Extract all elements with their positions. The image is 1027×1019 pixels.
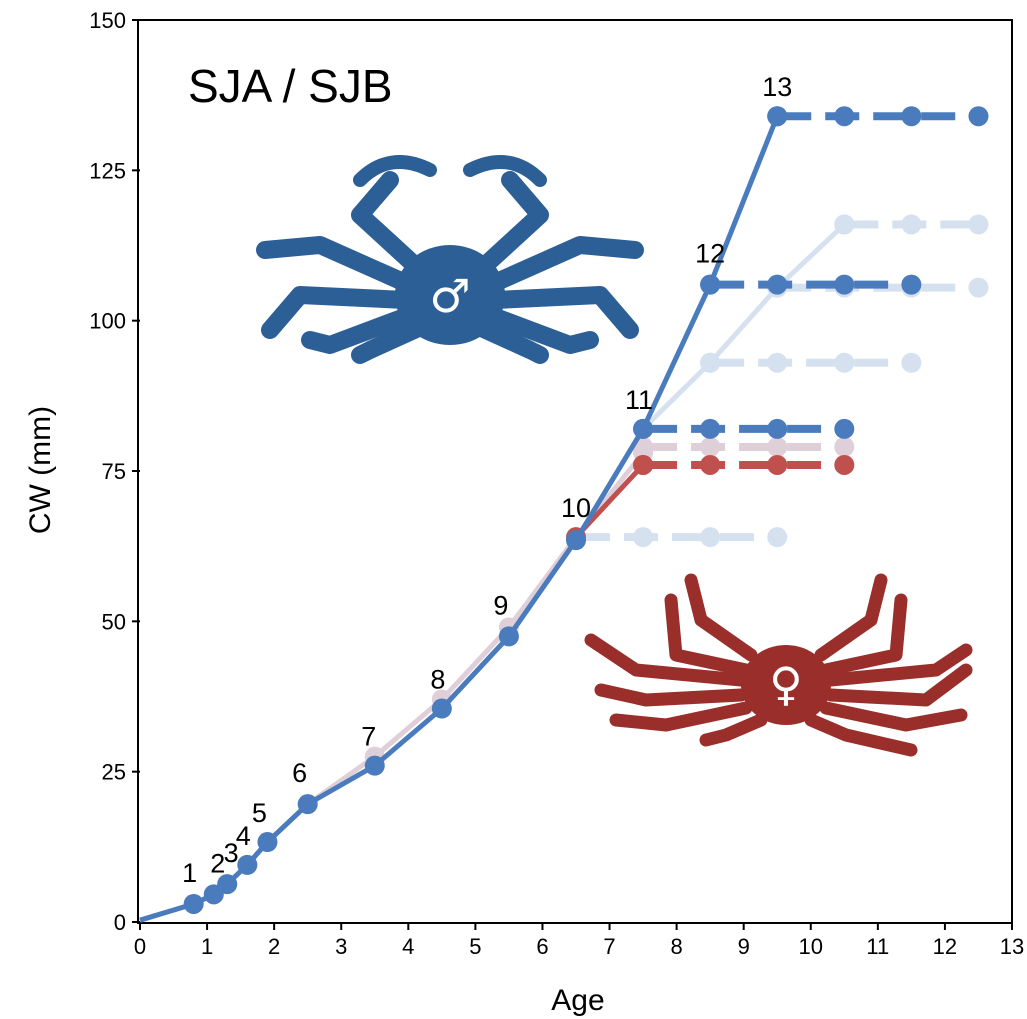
x-tick-label: 9 [738, 934, 750, 959]
series-line-male-growth [139, 115, 780, 923]
series-point [700, 274, 721, 295]
plot-frame [137, 19, 1013, 924]
series-point [633, 418, 654, 439]
y-tick-label: 125 [89, 158, 126, 183]
series-point [633, 527, 654, 548]
series-point [767, 454, 788, 475]
x-tick-label: 6 [536, 934, 548, 959]
instar-label: 10 [561, 493, 591, 523]
instar-label: 4 [236, 821, 251, 851]
y-tick-label: 150 [89, 8, 126, 33]
x-tick-label: 7 [603, 934, 615, 959]
series-point [834, 436, 855, 457]
series-point [901, 274, 922, 295]
series-point [700, 352, 721, 373]
series-group [139, 106, 989, 923]
x-axis-title: Age [551, 984, 604, 1017]
instar-label: 7 [361, 722, 376, 752]
series-point [834, 352, 855, 373]
y-tick-label: 25 [102, 760, 126, 785]
y-axis-title: CW (mm) [24, 406, 57, 534]
female-symbol: ♀ [769, 657, 803, 711]
instar-label: 5 [252, 798, 267, 828]
series-point [834, 106, 855, 127]
series-point [901, 352, 922, 373]
y-tick-label: 0 [114, 910, 126, 935]
series-point [968, 106, 989, 127]
instar-label: 2 [210, 848, 225, 878]
y-tick-label: 50 [102, 609, 126, 634]
x-tick-label: 1 [201, 934, 213, 959]
series-point [767, 436, 788, 457]
instar-label: 3 [224, 838, 239, 868]
male-crab-icon: ♂ [256, 155, 644, 364]
series-point [834, 214, 855, 235]
series-point [237, 854, 258, 875]
instar-label: 13 [762, 72, 792, 102]
y-tick-label: 100 [89, 309, 126, 334]
series-point [901, 106, 922, 127]
series-point [566, 530, 586, 551]
series-point [183, 893, 204, 914]
female-crab-icon: ♀ [584, 573, 973, 757]
series-point [297, 794, 318, 815]
instar-label: 9 [493, 590, 508, 620]
series-point [767, 527, 788, 548]
x-tick-label: 11 [866, 934, 889, 959]
series-point [498, 626, 519, 647]
series-point [700, 527, 721, 548]
series-point [700, 454, 721, 475]
series-point [968, 214, 989, 235]
series-point [700, 436, 721, 457]
x-tick-label: 0 [134, 934, 146, 959]
series-point [767, 106, 788, 127]
series-point [700, 418, 721, 439]
series-point [834, 454, 855, 475]
x-tick-label: 3 [335, 934, 347, 959]
instar-label: 1 [182, 858, 197, 888]
instar-label: 12 [695, 239, 725, 269]
series-point [834, 418, 855, 439]
y-tick-label: 75 [102, 459, 126, 484]
series-point [217, 874, 238, 895]
x-tick-label: 8 [670, 934, 682, 959]
series-point [968, 277, 989, 298]
series-point [767, 274, 788, 295]
instar-label: 8 [430, 665, 445, 695]
series-point [834, 274, 855, 295]
x-tick-label: 4 [402, 934, 414, 959]
x-tick-label: 2 [268, 934, 280, 959]
series-point [431, 698, 452, 719]
instar-label: 6 [292, 758, 307, 788]
series-point [364, 755, 385, 776]
x-tick-label: 10 [799, 934, 823, 959]
series-line-male-growth-faded [641, 222, 847, 431]
male-symbol: ♂ [429, 269, 470, 323]
x-tick-label: 5 [469, 934, 481, 959]
chart-title: SJA / SJB [188, 60, 393, 112]
instar-label: 11 [625, 385, 653, 415]
series-point [257, 832, 278, 853]
series-point [901, 214, 922, 235]
series-point [767, 352, 788, 373]
x-tick-label: 13 [1000, 934, 1024, 959]
x-tick-label: 12 [933, 934, 957, 959]
series-point [767, 418, 788, 439]
series-point [633, 454, 654, 475]
